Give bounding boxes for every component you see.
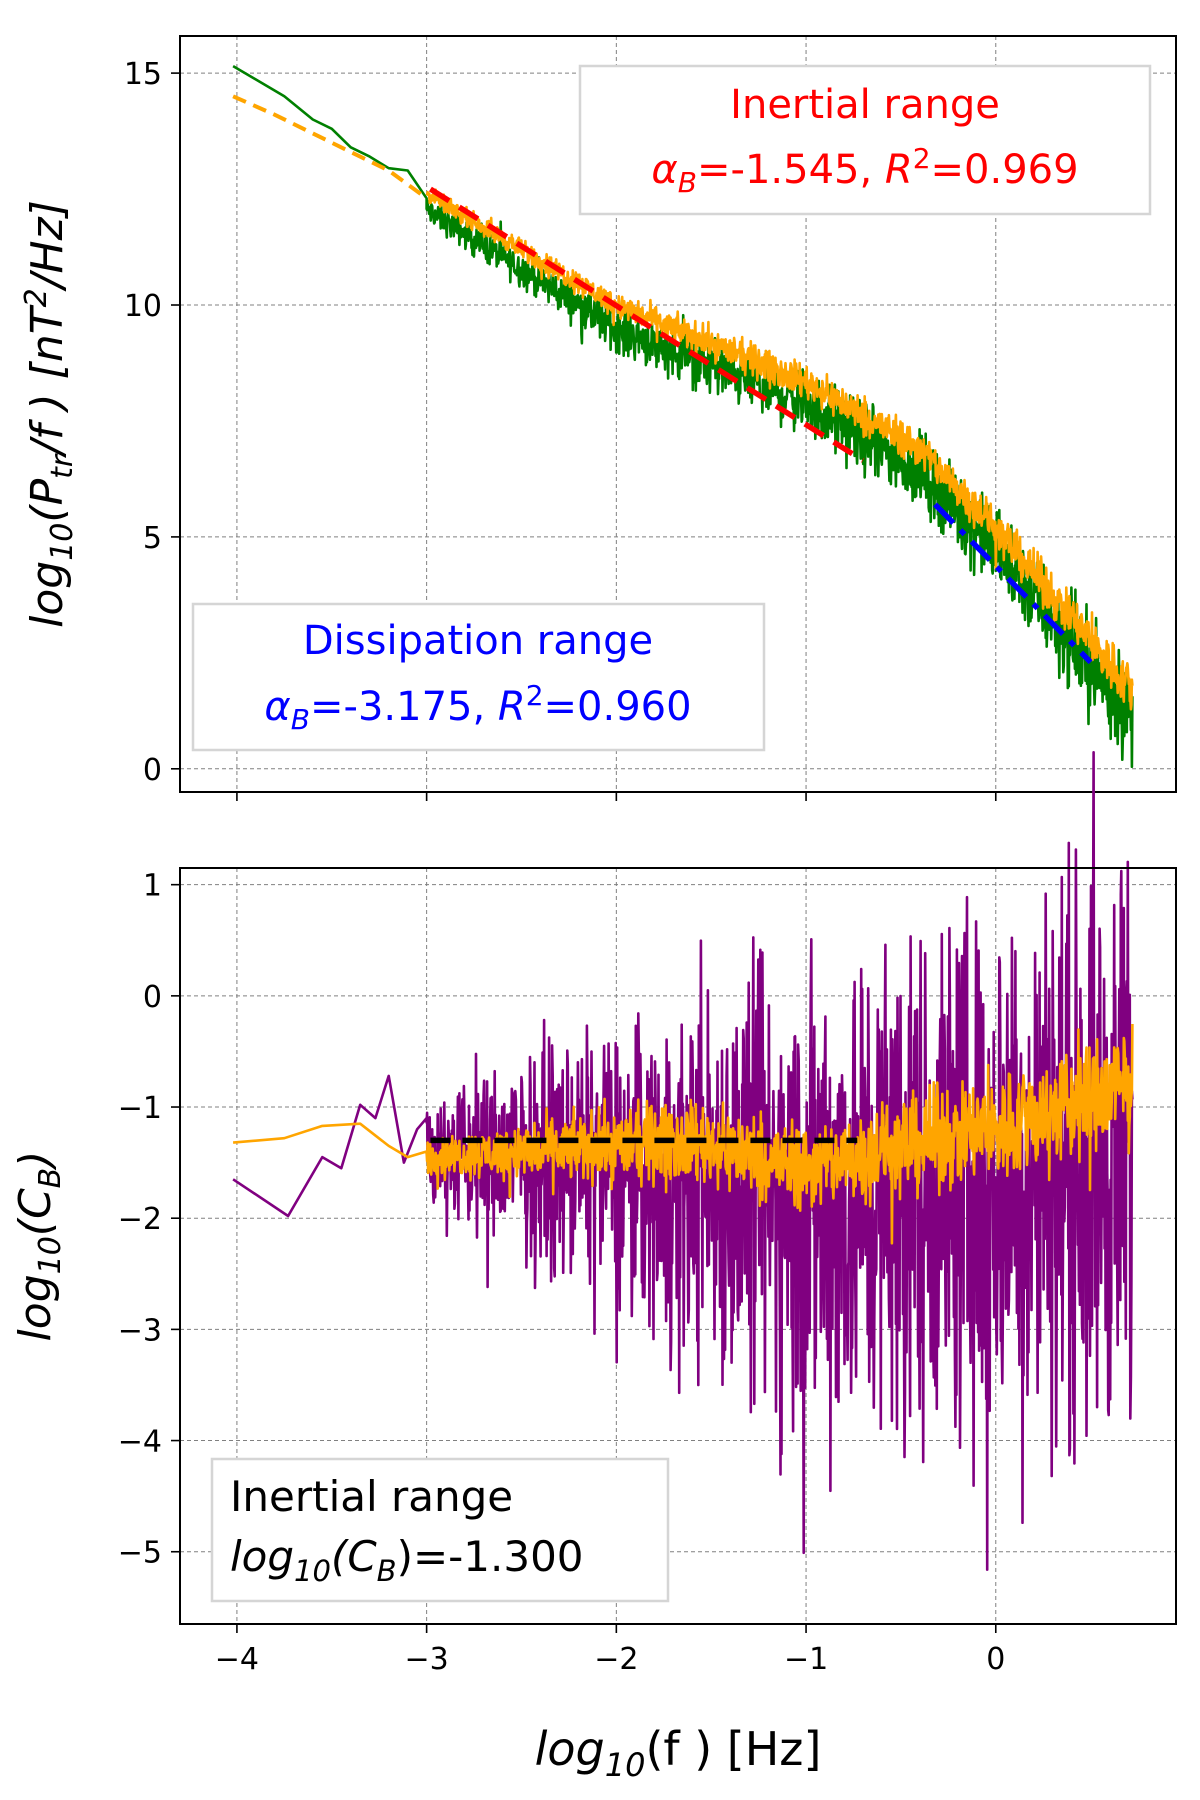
bottom-smoothed-compressibility-line	[232, 1023, 1134, 1245]
top-smoothed-spectrum-line	[425, 188, 1134, 711]
top-legend-inertial-title: Inertial range	[730, 82, 1000, 128]
bottom-legend-value: log10(CB)=-1.300	[230, 1532, 584, 1588]
bottom-ytick-label: −4	[118, 1425, 162, 1460]
top-ylabel-sup: 2	[19, 288, 54, 307]
top-dissipation-fit-line	[933, 502, 1093, 665]
bottom-ytick-label: 0	[143, 980, 162, 1015]
top-ytick-label: 15	[124, 57, 162, 92]
bottom-ylabel-sub1: 10	[33, 1236, 68, 1274]
bottom-xtick-label: −3	[405, 1642, 449, 1677]
top-legend-dissipation-stats: αB=-3.175, R2=0.960	[264, 679, 691, 736]
bottom-ylabel-sub2: B	[33, 1168, 68, 1189]
bottom-ylabel-main: log	[10, 1274, 61, 1341]
top-ytick-label: 10	[124, 289, 162, 324]
bottom-ylabel: log10(CB)	[10, 1151, 68, 1342]
top-ylabel: log10(Ptr/f ) [nT2/Hz]	[19, 200, 80, 628]
top-axes-frame	[179, 35, 1177, 793]
bottom-ytick-label: 1	[143, 869, 162, 904]
bottom-xtick-label: −4	[215, 1642, 259, 1677]
bottom-axes-frame	[179, 867, 1177, 1625]
top-inertial-fit-line	[428, 186, 865, 463]
bottom-ticks: −4 −3 −2 −1 0 1 0 −1 −2 −3 −4 −5	[118, 869, 1006, 1677]
bottom-raw-compressibility-line	[232, 751, 1134, 1571]
top-ylabel-sub1: 10	[45, 523, 80, 561]
top-smoothed-spectrum-dashed-line	[232, 94, 428, 200]
top-ticks: 0 5 10 15	[124, 57, 997, 801]
bottom-ytick-label: −5	[118, 1536, 162, 1571]
bottom-xtick-label: −2	[594, 1642, 638, 1677]
top-ylabel-sub2: tr	[45, 453, 80, 479]
bottom-legend-title: Inertial range	[230, 1472, 513, 1521]
bottom-panel: −4 −3 −2 −1 010−1−2−3−4−5 log10(CB) log10(f …	[10, 751, 1177, 1784]
bottom-ylabel-end: )	[10, 1151, 61, 1171]
top-ytick-label: 5	[143, 521, 162, 556]
top-series	[232, 64, 1134, 768]
bottom-ytick-label: −1	[118, 1091, 162, 1126]
top-legend-inertial: Inertial range αB=-1.545, R2=0.969	[578, 64, 1152, 216]
top-legend-inertial-stats: αB=-1.545, R2=0.969	[651, 142, 1078, 199]
bottom-ytick-label: −2	[118, 1202, 162, 1237]
top-ytick-label: 0	[143, 753, 162, 788]
top-fits	[428, 186, 1093, 665]
bottom-xtick-label: 0	[986, 1642, 1005, 1677]
top-legend-dissipation: Dissipation range αB=-3.175, R2=0.960	[191, 602, 766, 752]
top-ylabel-mid: (P	[22, 478, 73, 522]
top-ylabel-main: log	[22, 561, 73, 628]
top-legend-dissipation-title: Dissipation range	[303, 618, 653, 664]
bottom-ylabel-mid: (C	[10, 1188, 61, 1236]
bottom-xlabel: log10(f ) [Hz]	[535, 1722, 822, 1784]
bottom-legend: Inertial range log10(CB)=-1.300	[210, 1457, 670, 1603]
top-ylabel-tail: /Hz]	[22, 200, 73, 292]
top-ylabel-end: /f ) [nT	[22, 304, 73, 459]
bottom-ytick-label: −3	[118, 1313, 162, 1348]
bottom-xtick-label: −1	[784, 1642, 828, 1677]
bottom-series	[232, 751, 1134, 1571]
